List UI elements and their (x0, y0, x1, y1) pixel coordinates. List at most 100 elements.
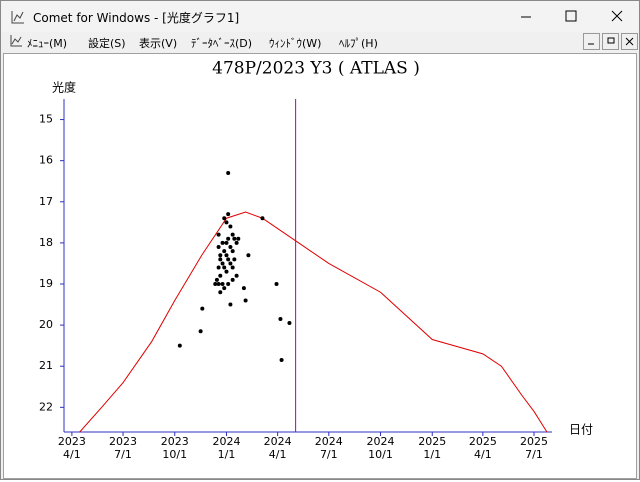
observation (220, 282, 225, 286)
observation (218, 257, 223, 262)
observation (246, 253, 251, 258)
y-tick-label: 18 (39, 236, 53, 249)
x-tick-label: 1/1 (218, 448, 236, 461)
x-tick-label: 2025 (418, 435, 446, 448)
graph-window: 478P/2023 Y3 ( ATLAS ) 光度 日付 15 16 17 18 19 2… (3, 53, 637, 479)
x-tick-label: 2023 (58, 435, 86, 448)
child-controls (583, 33, 638, 50)
x-tick-label: 2024 (315, 435, 343, 448)
observation (287, 321, 292, 326)
y-tick-label: 15 (39, 113, 53, 126)
observation (241, 286, 246, 291)
observation (226, 212, 231, 217)
observation (243, 298, 248, 303)
x-tick-label: 2023 (161, 435, 189, 448)
x-tick-label: 4/1 (63, 448, 81, 461)
x-tick-label: 2025 (520, 435, 548, 448)
chart-title: 478P/2023 Y3 ( ATLAS ) (212, 59, 420, 79)
observation (216, 282, 221, 286)
window-controls (521, 10, 623, 22)
maximize-button[interactable] (565, 10, 577, 22)
observation (234, 240, 239, 245)
observation (226, 236, 231, 241)
observation (226, 282, 231, 286)
model-curve (79, 211, 548, 433)
x-tick-label: 2023 (109, 435, 137, 448)
observation (228, 261, 233, 266)
observation (218, 290, 223, 295)
observation (222, 286, 227, 291)
y-axis-label: 光度 (52, 80, 76, 95)
observation (222, 216, 227, 221)
observation (220, 240, 225, 245)
y-tick-label: 22 (39, 400, 53, 413)
observation (224, 269, 229, 274)
window-title: Comet for Windows - [光度グラフ1] (33, 11, 240, 25)
child-icon[interactable] (9, 34, 23, 48)
y-tick-label: 21 (39, 359, 53, 372)
close-button[interactable] (611, 10, 623, 22)
child-restore[interactable] (602, 33, 619, 50)
x-tick-label: 2024 (264, 435, 292, 448)
observation (274, 282, 279, 286)
app-icon (11, 11, 24, 24)
x-axis-label: 日付 (569, 423, 593, 437)
y-tick-label: 20 (39, 318, 53, 331)
observation (216, 265, 221, 270)
observation (224, 253, 229, 258)
observation (224, 240, 229, 245)
x-tick-label: 2024 (367, 435, 395, 448)
y-tick-label: 17 (39, 195, 53, 208)
observation (230, 265, 235, 270)
observation (232, 236, 237, 241)
x-tick-label: 4/1 (474, 448, 492, 461)
observation (279, 358, 284, 363)
observation (224, 220, 229, 225)
menu-item[interactable]: ｳｨﾝﾄﾞｳ(W) (269, 37, 322, 50)
x-tick-label: 2024 (212, 435, 240, 448)
observation (232, 257, 237, 262)
observation (218, 253, 223, 258)
x-tick-label: 1/1 (423, 448, 441, 461)
menu-item[interactable]: ﾒﾆｭｰ(M) (27, 37, 68, 50)
menu-item[interactable]: ﾃﾞｰﾀﾍﾞｰｽ(D) (191, 37, 253, 50)
y-tick-label: 19 (39, 277, 53, 290)
observation (218, 273, 223, 278)
chart: 478P/2023 Y3 ( ATLAS ) 光度 日付 15 16 17 18 19 2… (39, 59, 593, 462)
observation (216, 245, 221, 249)
observation (213, 282, 218, 286)
observation (216, 232, 221, 237)
title-bar: Comet for Windows - [光度グラフ1] (1, 1, 639, 32)
observation (226, 257, 231, 262)
observation (278, 316, 283, 321)
observation (230, 249, 235, 254)
observation (230, 277, 235, 282)
observation (220, 261, 225, 266)
menu-item[interactable]: ﾍﾙﾌﾟ(H) (339, 37, 378, 50)
observation (228, 302, 233, 307)
child-minimize[interactable] (583, 33, 600, 50)
observation (236, 236, 241, 241)
observation (260, 216, 265, 221)
x-tick-label: 4/1 (269, 448, 287, 461)
observation (222, 265, 227, 270)
x-tick-label: 7/1 (114, 448, 132, 461)
observation (198, 329, 203, 334)
observation (234, 273, 239, 278)
x-tick-label: 7/1 (525, 448, 543, 461)
menu-item[interactable]: 設定(S) (88, 37, 126, 50)
observation (214, 277, 219, 282)
observation (200, 306, 205, 311)
observation (230, 232, 235, 237)
observation (177, 343, 182, 348)
menu-bar: ﾒﾆｭｰ(M) 設定(S) 表示(V) ﾃﾞｰﾀﾍﾞｰｽ(D) ｳｨﾝﾄﾞｳ(W) ﾍﾙﾌ… (1, 32, 639, 52)
observation (228, 224, 233, 229)
x-tick-label: 2025 (469, 435, 497, 448)
y-tick-label: 16 (39, 154, 53, 167)
observation (226, 171, 231, 175)
observation (228, 245, 233, 249)
menu-item[interactable]: 表示(V) (139, 37, 178, 50)
observation (222, 249, 227, 254)
x-tick-label: 7/1 (320, 448, 338, 461)
